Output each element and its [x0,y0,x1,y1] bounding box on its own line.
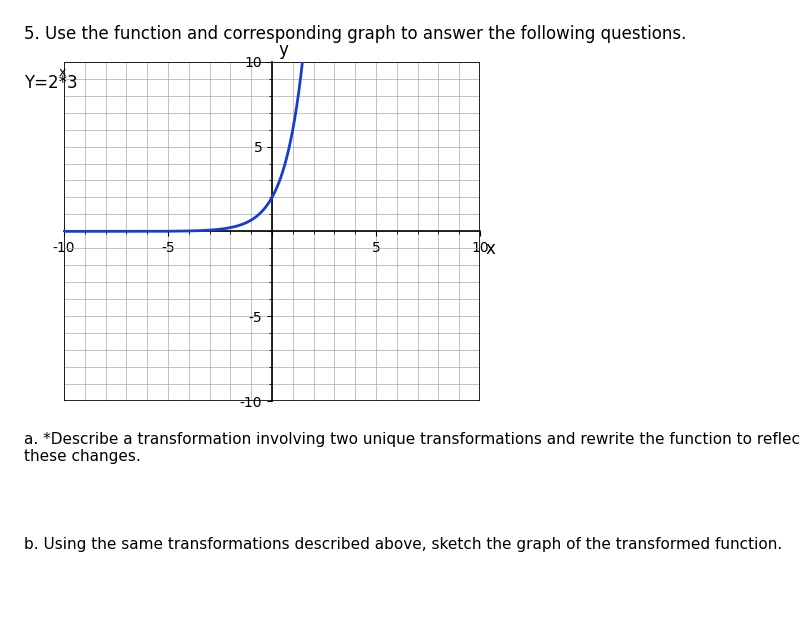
Text: x: x [486,240,495,258]
Text: a. *Describe a transformation involving two unique transformations and rewrite t: a. *Describe a transformation involving … [24,432,800,465]
Text: x: x [58,66,66,79]
Text: Y=2*3: Y=2*3 [24,74,78,92]
Text: 5. Use the function and corresponding graph to answer the following questions.: 5. Use the function and corresponding gr… [24,25,686,43]
Text: b. Using the same transformations described above, sketch the graph of the trans: b. Using the same transformations descri… [24,537,782,552]
Text: y: y [278,41,288,59]
